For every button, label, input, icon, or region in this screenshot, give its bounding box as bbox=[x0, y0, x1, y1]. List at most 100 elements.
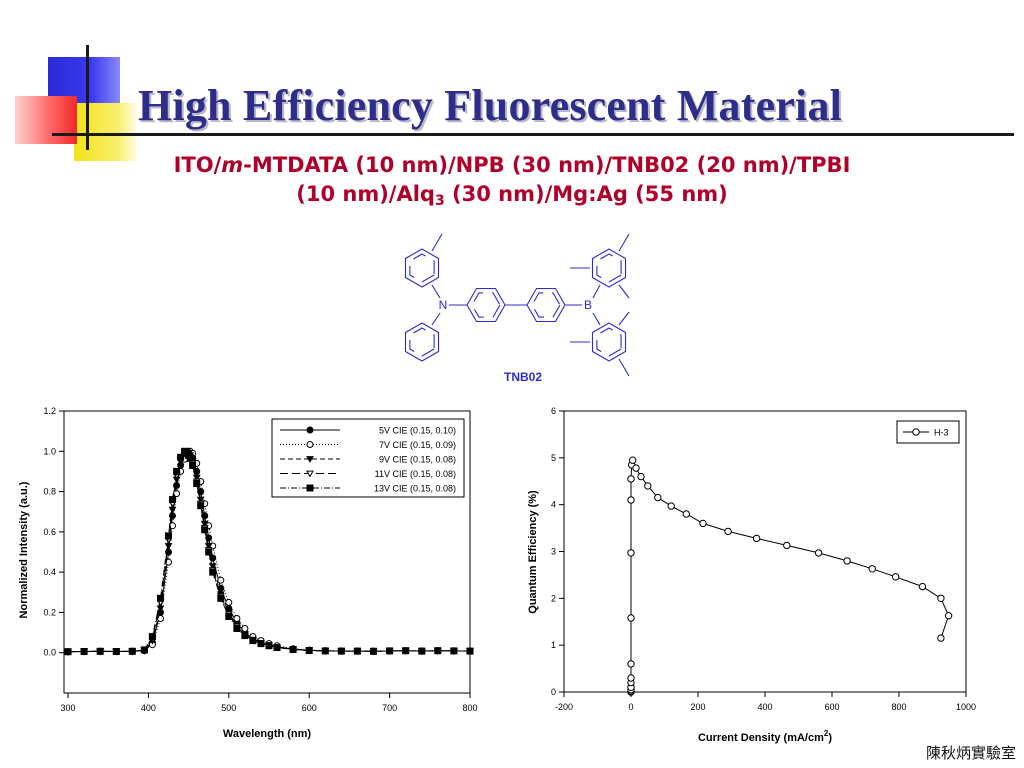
chart1-data-point bbox=[241, 632, 249, 640]
atom-b-label: B bbox=[584, 298, 592, 312]
bond-mes1-methyl-c bbox=[618, 233, 630, 252]
chart1-legend-marker bbox=[306, 426, 314, 434]
chart1-legend-label: 13V CIE (0.15, 0.08) bbox=[374, 484, 456, 494]
device-structure-line-2: (10 nm)/Alq3 (30 nm)/Mg:Ag (55 nm) bbox=[0, 180, 1024, 216]
ring-mesityl-2 bbox=[591, 322, 627, 362]
chart2-x-tick-label: 400 bbox=[757, 702, 772, 712]
chart2-y-tick-label: 5 bbox=[551, 453, 556, 463]
chart1-data-point bbox=[217, 576, 225, 584]
bond-n-phenyl bbox=[431, 312, 441, 326]
chart2-x-axis-label-end: ) bbox=[828, 732, 832, 744]
chart1-x-tick-label: 600 bbox=[302, 703, 317, 713]
decor-horizontal-line bbox=[52, 133, 1014, 136]
chart1-data-point bbox=[96, 647, 104, 655]
chart2-data-point bbox=[627, 686, 635, 694]
chart1-axes: 300 400 500 600 700 800 0.0 0.2 0.4 0.6 0.8 1.0 1.2 bbox=[43, 406, 477, 713]
chart2-data-point bbox=[783, 541, 791, 550]
chart2-data-point bbox=[937, 634, 945, 642]
chart1-x-tick-label: 400 bbox=[141, 703, 156, 713]
chart1-data-point bbox=[273, 644, 281, 651]
bond-b-mes1 bbox=[592, 284, 601, 299]
chart1-data-point bbox=[450, 647, 458, 655]
chart2-data-point bbox=[628, 461, 636, 469]
chart2-y-tick-label: 0 bbox=[551, 687, 556, 697]
chart1-legend-marker bbox=[306, 441, 314, 448]
chart1-x-axis-label: Wavelength (nm) bbox=[223, 728, 312, 740]
chart2-data-point bbox=[627, 496, 635, 504]
decor-vertical-line bbox=[86, 45, 89, 150]
subtitle-subscript: 3 bbox=[434, 193, 445, 209]
chart2-data-point bbox=[752, 534, 761, 543]
ring-mesityl-1 bbox=[591, 248, 627, 288]
chart2-data-point bbox=[627, 614, 635, 622]
chart1-data-point bbox=[265, 642, 273, 650]
chart1-y-tick-label: 1.0 bbox=[43, 446, 56, 456]
device-structure: ITO/m-MTDATA (10 nm)/NPB (30 nm)/TNB02 (… bbox=[0, 151, 1024, 216]
chart1-data-point bbox=[217, 594, 225, 602]
chart1-y-tick-label: 0.4 bbox=[43, 567, 56, 577]
chart1-y-axis-label: Normalized Intensity (a.u.) bbox=[18, 481, 30, 618]
chart1-series bbox=[64, 447, 474, 656]
chart2-data-point bbox=[724, 527, 732, 536]
ring-mesityl-1-inner bbox=[596, 253, 622, 283]
chart1-y-tick-label: 0.8 bbox=[43, 487, 56, 497]
chart1-data-point bbox=[177, 453, 185, 461]
chart1-data-point bbox=[321, 647, 329, 655]
chart2-x-axis-label-sup: 2 bbox=[824, 729, 829, 738]
chart1-data-point bbox=[169, 496, 176, 504]
chart1-data-point bbox=[80, 648, 88, 655]
chart2-plot-frame bbox=[563, 410, 967, 693]
ring-biphenyl-2 bbox=[526, 287, 566, 323]
ring-biphenyl-2-inner bbox=[531, 292, 561, 318]
chart2-data-point bbox=[814, 549, 823, 557]
chart1-data-point bbox=[233, 615, 241, 622]
chart2-y-tick-label: 1 bbox=[551, 640, 556, 650]
chart1-data-point bbox=[257, 640, 265, 648]
chart2-data-point bbox=[627, 678, 635, 687]
bond-b-mes2 bbox=[592, 312, 601, 326]
chart2-x-tick-label: 800 bbox=[891, 702, 906, 712]
chart2-legend-box bbox=[896, 420, 960, 444]
chart1-data-point bbox=[112, 648, 120, 655]
chart1-data-point bbox=[249, 637, 257, 645]
chart1-data-point bbox=[140, 646, 148, 654]
ring-phenyl bbox=[404, 322, 440, 362]
chart1-y-tick-label: 0.2 bbox=[43, 607, 56, 617]
chart2-x-tick-label: 200 bbox=[690, 702, 705, 712]
chart1-legend-label: 7V CIE (0.15, 0.09) bbox=[379, 440, 456, 450]
chart2-y-tick-label: 3 bbox=[551, 547, 556, 557]
chart1-data-point bbox=[434, 647, 442, 655]
chart1-legend-box bbox=[271, 418, 465, 498]
ring-tolyl bbox=[404, 248, 440, 288]
subtitle-italic-m: m bbox=[221, 153, 244, 177]
chart2-data-point bbox=[644, 482, 652, 490]
chart1-series-line-2 bbox=[67, 450, 471, 653]
chart2-data-point bbox=[682, 510, 690, 518]
chart2-data-point bbox=[627, 687, 635, 695]
subtitle-part: (10 nm)/Alq bbox=[296, 182, 435, 206]
chart1-data-point bbox=[209, 568, 217, 576]
bond-mes2-methyl-b bbox=[618, 311, 630, 326]
chart2-data-point bbox=[632, 464, 640, 472]
molecule-structure: N B TNB02 bbox=[404, 233, 630, 384]
chart1-data-point bbox=[305, 647, 313, 654]
chart2-y-tick-label: 6 bbox=[551, 406, 556, 416]
chart1-x-tick-label: 800 bbox=[462, 703, 477, 713]
chart2-data-point bbox=[891, 573, 900, 581]
chart2-legend-label: H-3 bbox=[934, 428, 949, 438]
chart2-legend-marker bbox=[912, 428, 920, 436]
decor-red-square bbox=[15, 96, 77, 144]
chart2-x-tick-label: 1000 bbox=[956, 702, 976, 712]
chart1-series-line-4 bbox=[67, 450, 471, 653]
chart2-data-point bbox=[843, 557, 851, 565]
chart2-x-tick-label: -200 bbox=[555, 702, 573, 712]
chart1-data-point bbox=[173, 467, 181, 475]
chart2-series bbox=[627, 456, 953, 696]
chart2-series-line-1 bbox=[630, 458, 950, 692]
chart1-y-tick-label: 1.2 bbox=[43, 406, 56, 416]
device-structure-line-1: ITO/m-MTDATA (10 nm)/NPB (30 nm)/TNB02 (… bbox=[0, 151, 1024, 180]
ring-mesityl-2-inner bbox=[596, 327, 622, 357]
emission-spectra-chart: 300 400 500 600 700 8000.00.20.40.60.81.01.2 … bbox=[18, 406, 478, 740]
chart2-data-point bbox=[937, 594, 945, 602]
chart1-data-point bbox=[165, 532, 172, 540]
